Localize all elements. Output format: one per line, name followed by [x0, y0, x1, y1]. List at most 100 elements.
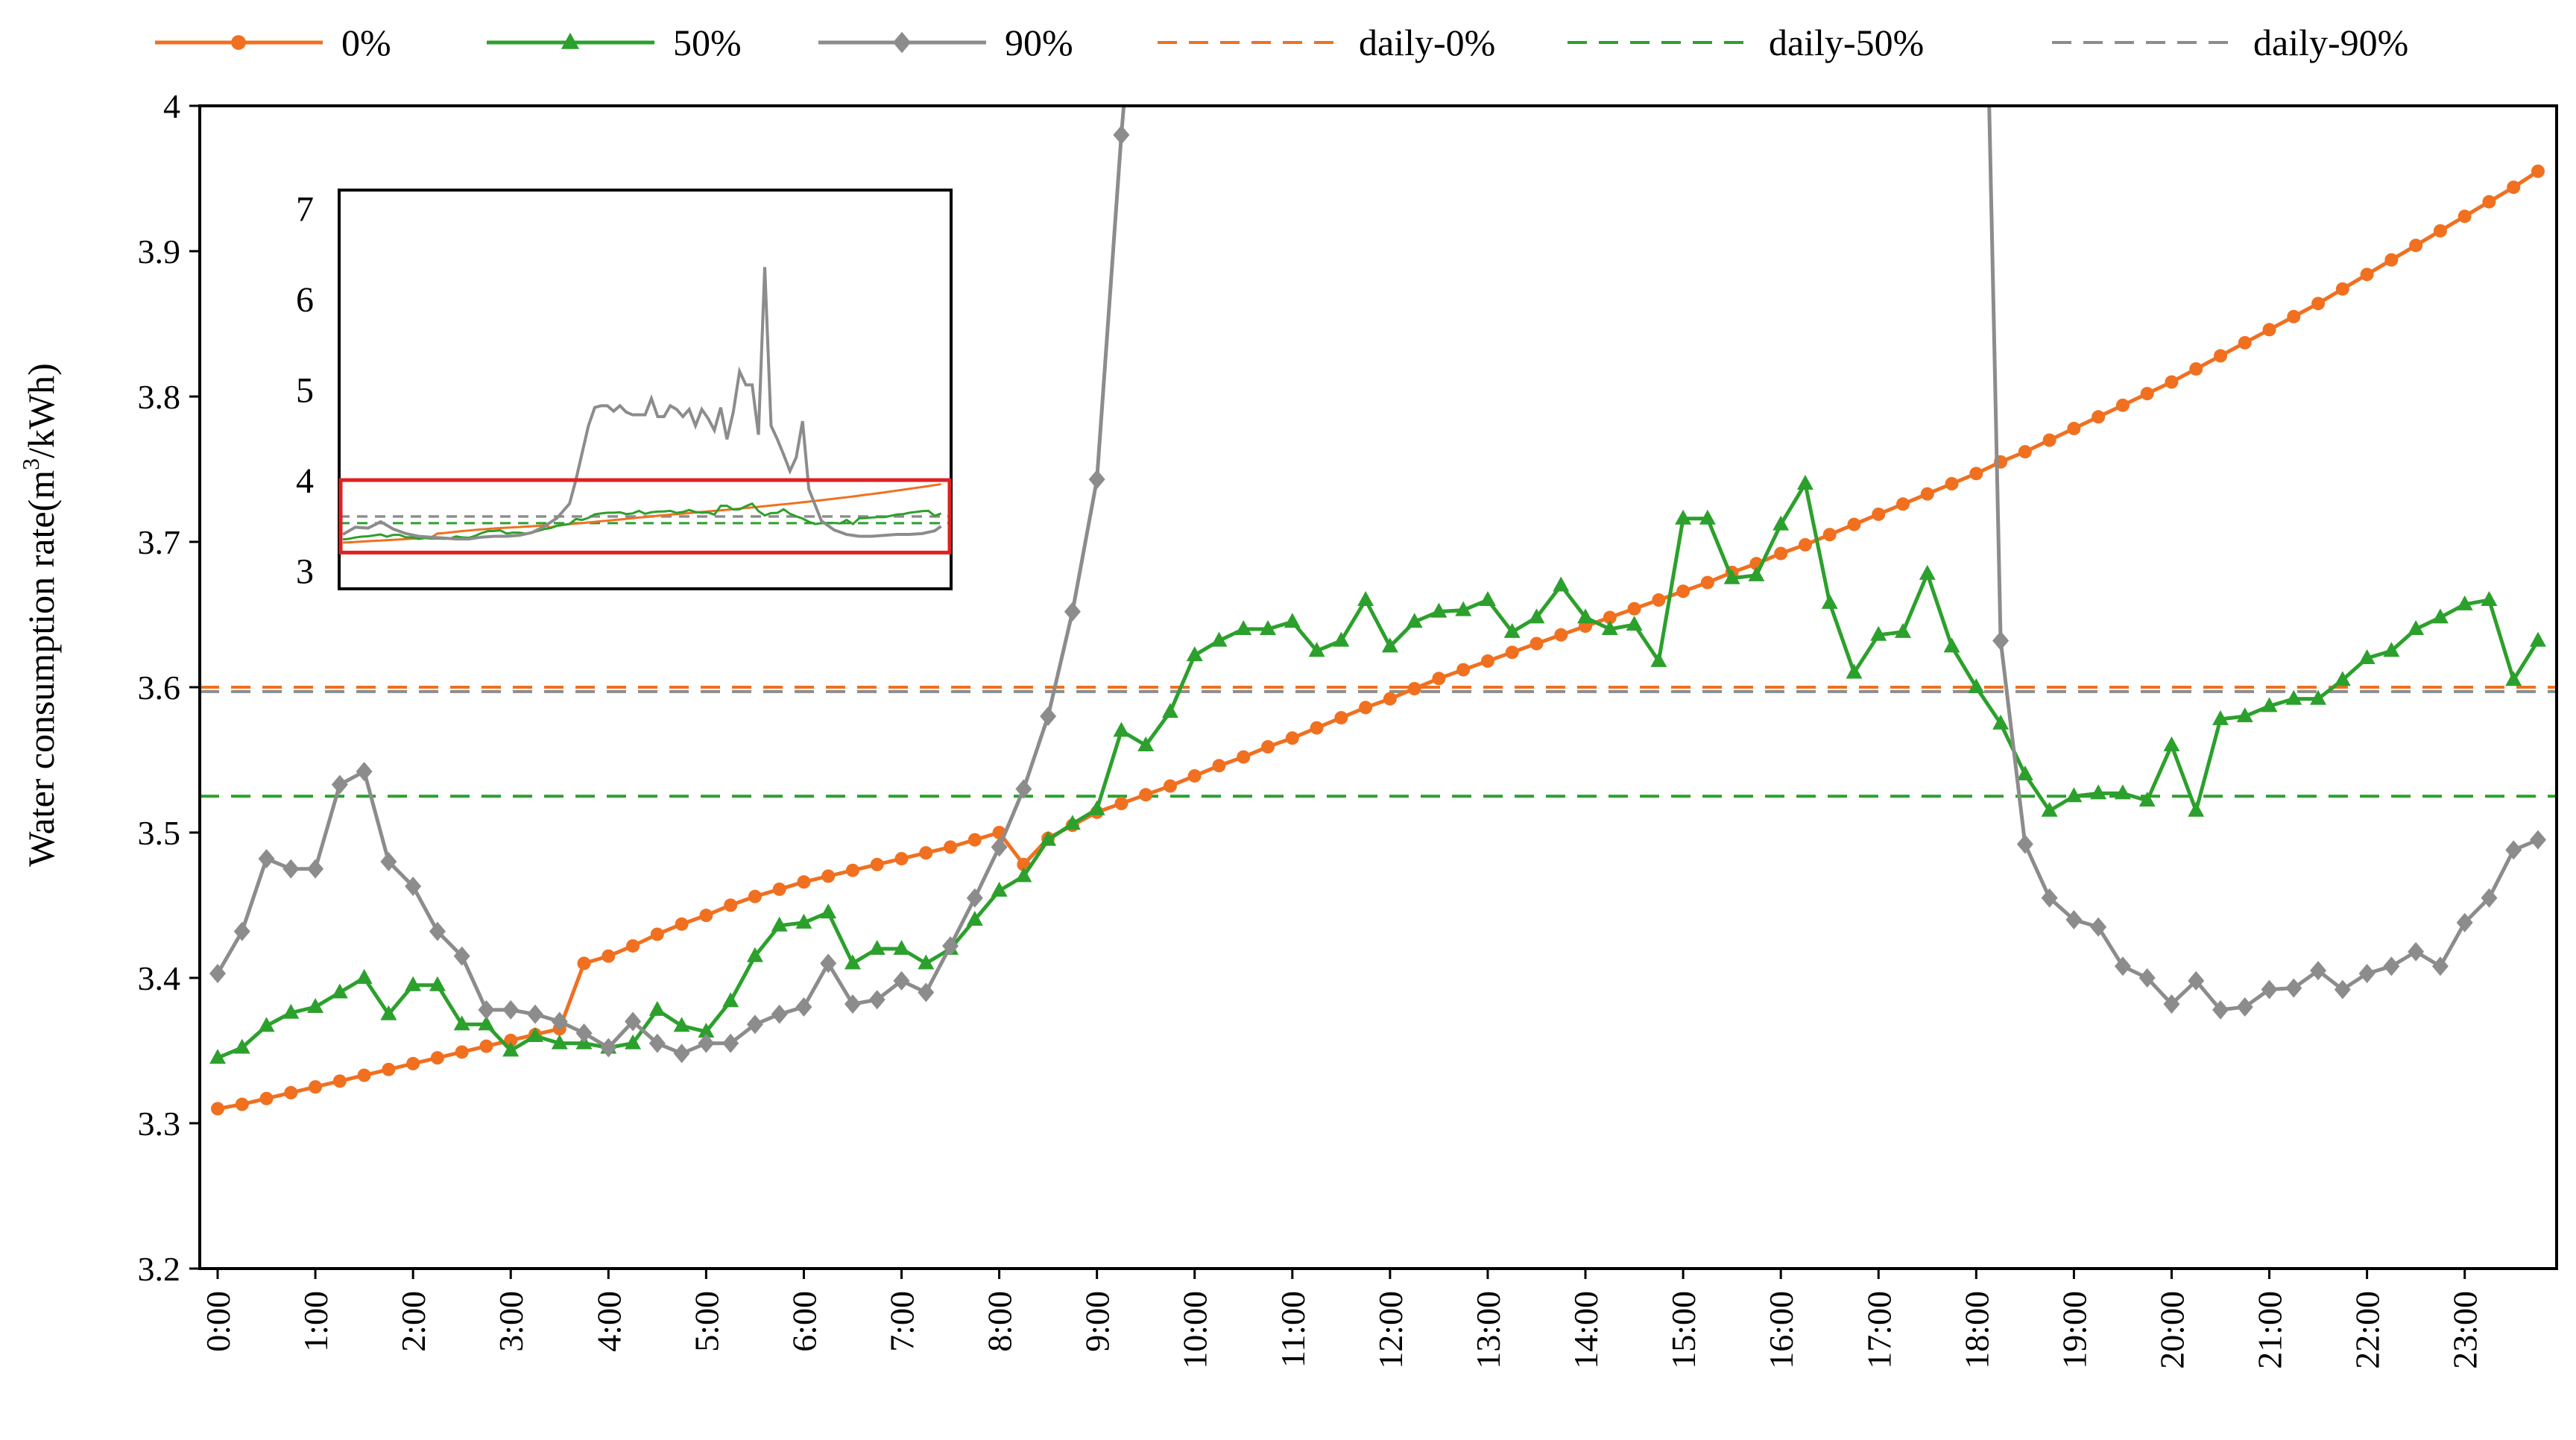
data-point-0%	[357, 1068, 371, 1082]
data-point-50%	[1040, 830, 1057, 846]
inset-series-group	[339, 267, 951, 544]
data-point-0%	[967, 833, 982, 847]
data-point-0%	[2262, 323, 2276, 337]
x-tick-label: 12:00	[1371, 1291, 1409, 1369]
data-point-50%	[258, 1017, 275, 1032]
x-tick-label: 16:00	[1762, 1291, 1800, 1369]
data-point-90%	[575, 1023, 593, 1043]
data-point-50%	[1577, 608, 1594, 624]
data-point-90%	[405, 877, 422, 897]
data-point-0%	[1627, 601, 1641, 616]
x-tick-label: 13:00	[1469, 1291, 1507, 1369]
data-point-0%	[332, 1074, 347, 1088]
data-point-50%	[2456, 595, 2473, 610]
data-point-0%	[309, 1080, 323, 1094]
data-point-50%	[820, 903, 837, 919]
data-point-50%	[1821, 593, 1838, 609]
data-point-50%	[356, 969, 373, 984]
data-point-90%	[746, 1014, 763, 1035]
data-point-50%	[1113, 721, 1130, 737]
data-point-0%	[1847, 517, 1861, 531]
data-point-90%	[1088, 470, 1105, 490]
data-point-50%	[1137, 736, 1155, 751]
data-point-90%	[380, 852, 397, 871]
data-point-0%	[2018, 445, 2032, 459]
x-tick-label: 11:00	[1274, 1291, 1312, 1368]
data-point-50%	[893, 940, 910, 955]
data-point-0%	[845, 863, 859, 877]
data-point-90%	[2285, 978, 2302, 998]
data-point-0%	[821, 869, 836, 883]
data-point-90%	[918, 982, 935, 1002]
data-point-50%	[1699, 509, 1716, 525]
data-point-50%	[918, 954, 935, 970]
data-point-50%	[2481, 591, 2498, 606]
data-point-50%	[1161, 703, 1178, 719]
x-tick-label: 18:00	[1957, 1291, 1995, 1369]
data-point-50%	[1064, 815, 1081, 830]
data-point-90%	[893, 970, 910, 991]
data-point-90%	[2041, 888, 2058, 908]
data-point-0%	[626, 939, 640, 953]
data-point-0%	[1945, 477, 1959, 490]
data-point-0%	[797, 875, 811, 889]
data-point-50%	[1723, 569, 1740, 584]
data-point-0%	[2115, 398, 2130, 412]
data-point-50%	[966, 911, 983, 926]
data-point-90%	[600, 1038, 617, 1058]
y-tick-label: 3.2	[138, 1250, 181, 1288]
x-tick-label: 7:00	[883, 1291, 921, 1352]
data-point-50%	[1381, 637, 1398, 653]
x-tick-label: 10:00	[1176, 1291, 1214, 1369]
x-tick-label: 4:00	[590, 1291, 628, 1352]
data-point-50%	[1406, 613, 1423, 628]
legend-label: daily-90%	[2253, 22, 2408, 63]
x-tick-label: 19:00	[2055, 1291, 2093, 1369]
x-tick-label: 17:00	[1860, 1291, 1898, 1369]
data-point-50%	[453, 1015, 470, 1031]
inset-frame	[338, 189, 953, 590]
data-point-0%	[1114, 797, 1128, 810]
data-point-50%	[625, 1034, 642, 1049]
data-point-50%	[1503, 622, 1521, 638]
data-point-0%	[1432, 672, 1446, 686]
data-point-0%	[2214, 349, 2228, 363]
data-point-50%	[1088, 800, 1105, 815]
data-point-50%	[2188, 801, 2205, 817]
data-point-90%	[2016, 834, 2033, 854]
data-point-50%	[1235, 620, 1252, 635]
data-point-50%	[1992, 714, 2010, 730]
data-point-50%	[795, 913, 812, 929]
data-point-50%	[2138, 792, 2156, 807]
data-point-50%	[673, 1017, 690, 1032]
legend-item: daily-50%	[1568, 22, 1924, 63]
legend-item: 90%	[818, 22, 1073, 63]
data-point-50%	[429, 976, 446, 991]
data-point-50%	[722, 992, 739, 1008]
x-tick-label: 2:00	[394, 1291, 432, 1352]
data-point-50%	[2261, 697, 2278, 713]
data-point-0%	[259, 1091, 274, 1105]
y-axis-label-main: Water consumption rate(m	[20, 470, 62, 867]
y-axis-label-superscript: 3	[17, 458, 44, 470]
data-point-0%	[2067, 421, 2081, 435]
data-point-50%	[478, 1015, 495, 1031]
data-point-90%	[2310, 961, 2327, 981]
data-point-90%	[648, 1033, 666, 1053]
data-point-50%	[1601, 620, 1618, 635]
y-tick-label: 3.3	[138, 1105, 181, 1143]
data-point-90%	[844, 994, 861, 1014]
data-point-0%	[2384, 253, 2399, 267]
data-point-50%	[2530, 631, 2546, 647]
data-point-90%	[2431, 956, 2449, 976]
data-point-90%	[356, 762, 373, 782]
data-point-90%	[1113, 125, 1130, 145]
data-point-50%	[282, 1003, 300, 1019]
data-point-0%	[2360, 268, 2374, 282]
legend-label: 90%	[1005, 22, 1073, 63]
data-point-90%	[453, 946, 470, 966]
data-point-0%	[2189, 361, 2203, 376]
data-point-50%	[868, 940, 886, 955]
data-point-0%	[2311, 297, 2326, 311]
inset-y-tick-label: 4	[296, 461, 314, 501]
